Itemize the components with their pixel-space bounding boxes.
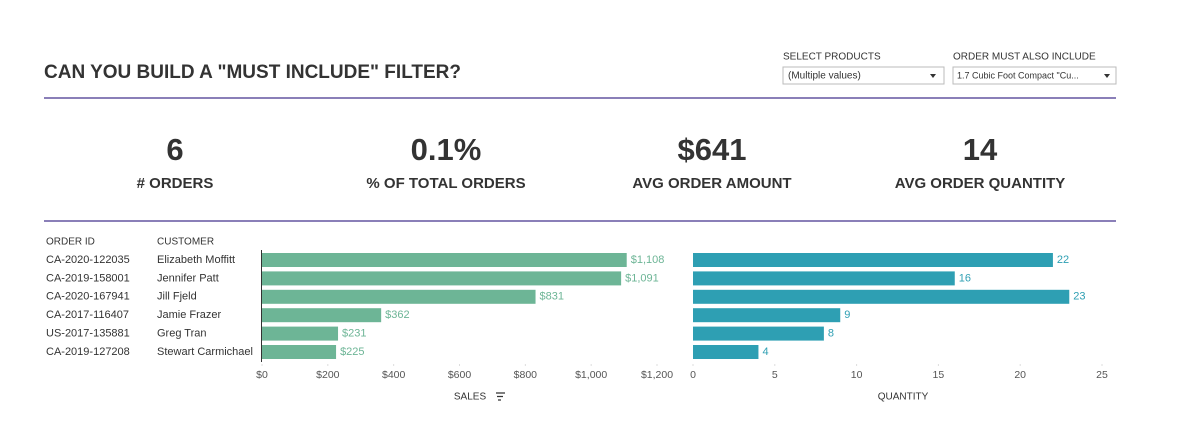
x-tick-label: $0: [256, 369, 268, 381]
filter[interactable]: SELECT PRODUCTS (Multiple values): [782, 52, 945, 85]
filter-label: SELECT PRODUCTS: [783, 52, 881, 63]
x-tick-label: 5: [772, 369, 778, 381]
value-label: 23: [1073, 291, 1085, 303]
axis-title: QUANTITY: [878, 392, 929, 403]
value-label: $225: [340, 346, 364, 358]
kpi-value: 0.1%: [411, 132, 482, 167]
dropdown[interactable]: [952, 66, 1117, 85]
x-tick-label: $800: [514, 369, 538, 381]
dropdown[interactable]: [782, 66, 945, 85]
dropdown-value: (Multiple values): [788, 71, 861, 82]
order-id: CA-2019-127208: [46, 346, 130, 358]
order-id: CA-2019-158001: [46, 272, 130, 284]
bar: [262, 271, 622, 286]
x-tick-label: $400: [382, 369, 406, 381]
category-label: Elizabeth Moffitt: [157, 254, 235, 266]
sort-icon[interactable]: [496, 392, 505, 401]
value-label: 4: [762, 346, 768, 358]
kpi-label: AVG ORDER QUANTITY: [895, 175, 1066, 192]
column-header: CUSTOMER: [157, 237, 214, 248]
order-id: US-2017-135881: [46, 328, 130, 340]
dropdown-value: 1.7 Cubic Foot Compact "Cu...: [957, 70, 1079, 80]
x-tick-label: 10: [851, 369, 863, 381]
category-label: Jennifer Patt: [157, 272, 219, 284]
value-label: $231: [342, 328, 366, 340]
bar: [262, 253, 627, 267]
filter-label: ORDER MUST ALSO INCLUDE: [953, 52, 1096, 63]
value-label: $1,108: [631, 254, 665, 266]
x-tick-label: $1,000: [575, 369, 607, 381]
filter[interactable]: ORDER MUST ALSO INCLUDE 1.7 Cubic Foot C…: [952, 52, 1117, 85]
value-label: $1,091: [625, 272, 659, 284]
x-tick-label: $600: [448, 369, 472, 381]
bar: [693, 345, 759, 359]
bar: [693, 253, 1053, 267]
category-label: Stewart Carmichael: [157, 346, 253, 358]
axis-title: SALES: [454, 392, 487, 403]
value-label: $831: [540, 291, 564, 303]
column-header: ORDER ID: [46, 237, 95, 248]
bar: [693, 271, 955, 286]
value-label: 16: [959, 272, 971, 284]
order-id: CA-2020-122035: [46, 254, 130, 266]
value-label: 8: [828, 328, 834, 340]
dashboard-title: CAN YOU BUILD A "MUST INCLUDE" FILTER?: [44, 62, 461, 83]
bar: [693, 289, 1070, 304]
kpi-value: $641: [678, 132, 747, 167]
x-tick-label: 15: [933, 369, 945, 381]
bar: [693, 308, 841, 323]
bar: [262, 345, 337, 359]
value-label: 22: [1057, 254, 1069, 266]
dropdown-arrow: [1104, 74, 1110, 78]
kpi-value: 6: [166, 132, 183, 167]
value-label: $362: [385, 309, 409, 321]
kpi-label: % OF TOTAL ORDERS: [366, 175, 525, 192]
x-tick-label: 25: [1096, 369, 1108, 381]
bar: [693, 326, 824, 341]
category-label: Jill Fjeld: [157, 291, 197, 303]
kpi-value: 14: [963, 132, 998, 167]
bar: [262, 308, 382, 323]
category-label: Jamie Frazer: [157, 309, 222, 321]
kpi-label: AVG ORDER AMOUNT: [632, 175, 791, 192]
order-id: CA-2017-116407: [46, 309, 129, 321]
x-tick-label: $200: [316, 369, 340, 381]
value-label: 9: [844, 309, 850, 321]
x-tick-label: 20: [1014, 369, 1026, 381]
bar: [262, 289, 536, 304]
x-tick-label: $1,200: [641, 369, 673, 381]
bar: [262, 326, 339, 341]
x-tick-label: 0: [690, 369, 696, 381]
order-id: CA-2020-167941: [46, 291, 130, 303]
kpi-label: # ORDERS: [137, 175, 214, 192]
dropdown-arrow: [930, 74, 936, 78]
category-label: Greg Tran: [157, 328, 207, 340]
